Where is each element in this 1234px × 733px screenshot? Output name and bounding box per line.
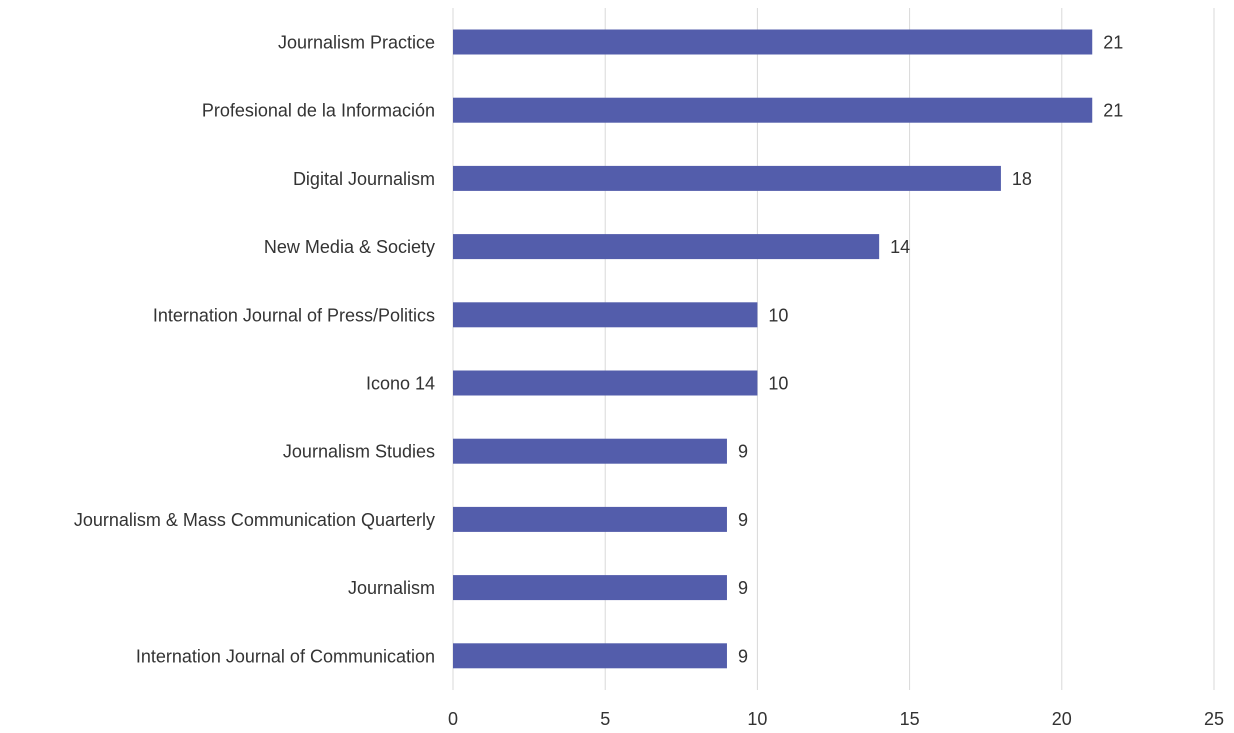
data-label: 9 bbox=[738, 442, 748, 462]
bar bbox=[453, 438, 727, 464]
x-tick-label: 20 bbox=[1052, 709, 1072, 728]
data-label: 21 bbox=[1103, 101, 1123, 121]
data-label: 10 bbox=[768, 374, 788, 394]
category-label: Journalism Practice bbox=[278, 33, 435, 53]
bar bbox=[453, 29, 1093, 55]
category-label: Internation Journal of Communication bbox=[136, 646, 435, 666]
x-tick-label: 15 bbox=[900, 709, 920, 728]
category-label: Profesional de la Información bbox=[202, 101, 435, 121]
bars bbox=[453, 29, 1093, 669]
data-label: 21 bbox=[1103, 33, 1123, 53]
bar bbox=[453, 506, 727, 532]
category-label: Journalism bbox=[348, 578, 435, 598]
bar bbox=[453, 165, 1001, 191]
category-label: Journalism Studies bbox=[283, 442, 435, 462]
x-axis-ticks: 0 5 10 15 20 25 bbox=[448, 709, 1224, 729]
category-label: Digital Journalism bbox=[293, 169, 435, 189]
data-label: 10 bbox=[768, 305, 788, 325]
bar bbox=[453, 234, 880, 260]
category-label: Journalism & Mass Communication Quarterl… bbox=[74, 510, 435, 530]
data-label: 9 bbox=[738, 646, 748, 666]
x-tick-label: 0 bbox=[448, 709, 458, 728]
category-label: Internation Journal of Press/Politics bbox=[153, 305, 435, 325]
bar bbox=[453, 575, 727, 601]
category-labels: Journalism Practice Profesional de la Inf… bbox=[74, 33, 435, 667]
data-label: 18 bbox=[1012, 169, 1032, 189]
data-label: 14 bbox=[890, 237, 910, 257]
x-tick-label: 10 bbox=[747, 709, 767, 728]
data-label: 9 bbox=[738, 578, 748, 598]
bar bbox=[453, 370, 758, 396]
bar bbox=[453, 643, 727, 669]
x-tick-label: 25 bbox=[1204, 709, 1224, 728]
category-label: Icono 14 bbox=[366, 374, 435, 394]
x-tick-label: 5 bbox=[600, 709, 610, 728]
data-labels: 21 21 18 14 10 10 9 9 9 9 bbox=[738, 33, 1123, 667]
bar bbox=[453, 302, 758, 328]
bar bbox=[453, 97, 1093, 123]
data-label: 9 bbox=[738, 510, 748, 530]
category-label: New Media & Society bbox=[264, 237, 435, 257]
